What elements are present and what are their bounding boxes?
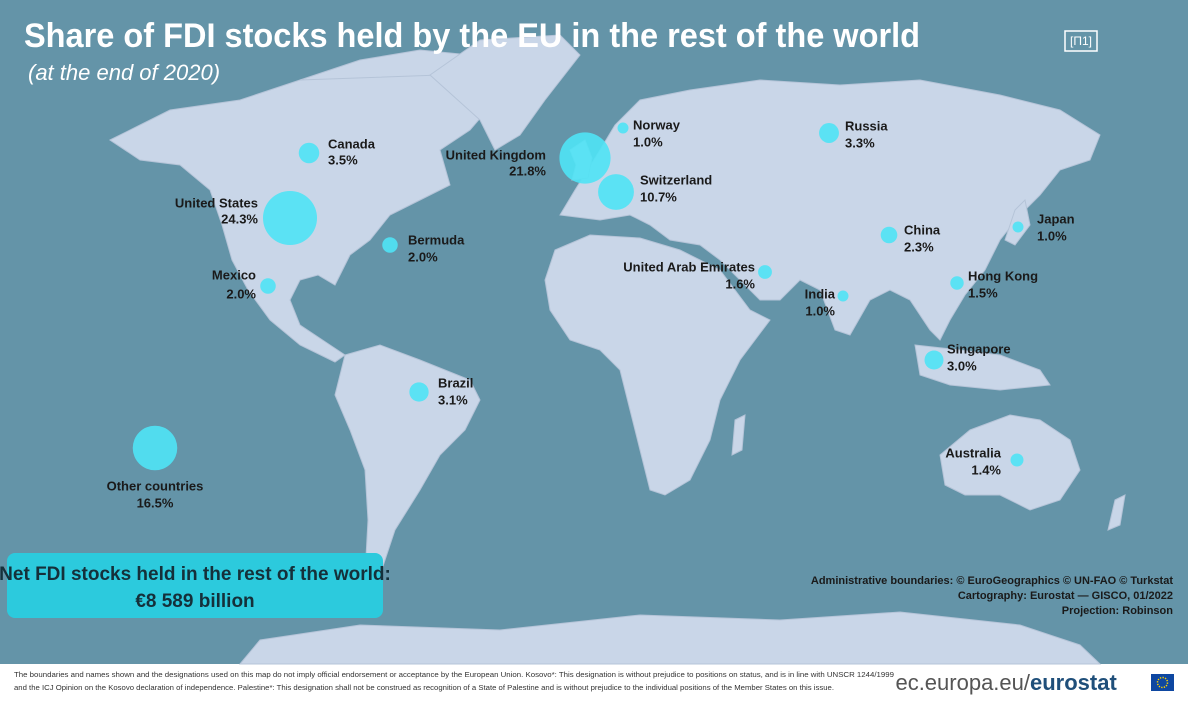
country-name: United Kingdom	[446, 147, 546, 162]
credit: Administrative boundaries: © EuroGeograp…	[811, 575, 1173, 587]
value-label: 1.0%	[633, 134, 663, 149]
site: ec.europa.eu/	[895, 670, 1030, 695]
country-name: Norway	[633, 117, 681, 132]
country-name: Brazil	[438, 375, 473, 390]
country-name: Canada	[328, 136, 376, 151]
bubble	[758, 265, 772, 279]
value-label: 1.6%	[725, 276, 755, 291]
bubble	[598, 174, 634, 210]
country-name: Singapore	[947, 341, 1011, 356]
bubble	[382, 237, 398, 253]
subtitle: (at the end of 2020)	[28, 60, 220, 85]
footer-note: and the ICJ Opinion on the Kosovo declar…	[14, 683, 834, 692]
eu-stars	[1156, 676, 1169, 689]
country-name: India	[805, 286, 836, 301]
title: Share of FDI stocks held by the EU in th…	[24, 17, 920, 55]
total-box	[7, 553, 383, 618]
bubble	[298, 142, 320, 164]
badge-frame	[1064, 30, 1098, 52]
bubble	[819, 123, 839, 143]
value-label: 1.5%	[968, 285, 998, 300]
bubble	[132, 425, 178, 471]
bubble	[924, 350, 944, 370]
value-label: 3.3%	[845, 135, 875, 150]
value-label: 3.0%	[947, 358, 977, 373]
brand: eurostat	[1030, 670, 1117, 695]
country-name: United States	[175, 195, 258, 210]
country-name: Other countries	[107, 478, 204, 493]
bubble	[559, 132, 611, 184]
value-label: 1.0%	[1037, 228, 1067, 243]
value-label: 2.0%	[408, 249, 438, 264]
country-name: Russia	[845, 118, 888, 133]
value-label: 3.5%	[328, 152, 358, 167]
value-label: 1.4%	[971, 462, 1001, 477]
footer-note: The boundaries and names shown and the d…	[14, 670, 894, 679]
country-name: United Arab Emirates	[623, 259, 755, 274]
bubble	[409, 382, 429, 402]
badge: [П1]	[1070, 34, 1092, 48]
credit: Projection: Robinson	[1062, 605, 1174, 617]
eu-flag	[1151, 674, 1174, 691]
bubble	[260, 278, 276, 294]
country-name: Hong Kong	[968, 268, 1038, 283]
value-label: 24.3%	[221, 211, 258, 226]
bubble	[1012, 221, 1024, 233]
credit: Cartography: Eurostat — GISCO, 01/2022	[958, 590, 1173, 602]
bubble	[617, 122, 629, 134]
value-label: 21.8%	[509, 163, 546, 178]
country-name: China	[904, 222, 941, 237]
value-label: 16.5%	[137, 495, 174, 510]
bubble	[1010, 453, 1024, 467]
bubble	[880, 226, 898, 244]
total-value: €8 589 billion	[135, 591, 254, 612]
country-name: Mexico	[212, 267, 256, 282]
value-label: 1.0%	[805, 303, 835, 318]
country-name: Bermuda	[408, 232, 465, 247]
value-label: 2.0%	[226, 286, 256, 301]
country-name: Switzerland	[640, 172, 712, 187]
country-name: Australia	[945, 445, 1001, 460]
total-label: Net FDI stocks held in the rest of the w…	[0, 564, 391, 585]
value-label: 2.3%	[904, 239, 934, 254]
value-label: 3.1%	[438, 392, 468, 407]
bubble	[950, 276, 964, 290]
value-label: 10.7%	[640, 189, 677, 204]
country-name: Japan	[1037, 211, 1075, 226]
bubble	[837, 290, 849, 302]
bubble	[262, 190, 318, 246]
